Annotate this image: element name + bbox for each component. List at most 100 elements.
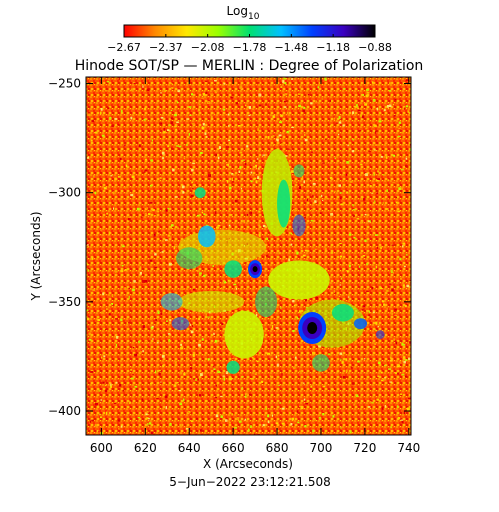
noise-speckle [311,151,313,154]
noise-speckle [226,164,228,166]
noise-speckle [375,179,379,182]
noise-speckle [380,371,383,374]
noise-speckle [395,341,398,345]
noise-speckle [342,375,346,379]
noise-speckle [407,110,409,114]
noise-speckle [147,422,149,426]
colorbar-tick-label: −1.48 [274,41,308,54]
noise-speckle [353,106,357,108]
noise-speckle [394,119,397,121]
noise-speckle [362,255,366,257]
x-axis: 600 620 640 660 680 700 720 740 [90,77,420,455]
noise-speckle [250,180,253,183]
noise-speckle [258,82,260,84]
noise-speckle [170,121,174,125]
noise-speckle [111,125,114,127]
noise-speckle [383,303,385,306]
noise-speckle [352,209,356,211]
noise-speckle [228,224,231,227]
noise-speckle [279,402,281,404]
noise-speckle [286,130,289,134]
noise-speckle [362,93,364,97]
noise-speckle [405,359,408,361]
noise-speckle [133,82,136,84]
noise-speckle [190,330,194,334]
polarization-network-patch [178,290,245,313]
noise-speckle [362,305,366,308]
noise-speckle [329,176,333,180]
noise-speckle [278,134,282,137]
noise-speckle [292,329,295,333]
noise-speckle [312,195,314,198]
noise-speckle [231,177,233,181]
noise-speckle [333,117,336,120]
noise-speckle [182,185,185,189]
noise-speckle [100,107,103,111]
noise-speckle [391,288,394,292]
noise-speckle [149,184,153,187]
noise-speckle [150,326,154,329]
noise-speckle [142,350,144,353]
noise-speckle [381,406,384,410]
noise-speckle [366,290,369,292]
noise-speckle [104,389,107,393]
noise-speckle [364,239,367,242]
noise-speckle [343,87,346,90]
noise-speckle [339,255,343,258]
noise-speckle [180,347,183,350]
noise-speckle [110,383,112,386]
noise-speckle [297,421,300,424]
noise-speckle [374,234,378,236]
noise-speckle [101,134,105,137]
noise-speckle [355,104,358,107]
noise-speckle [241,386,243,389]
noise-speckle [87,113,91,117]
noise-speckle [378,120,382,123]
noise-speckle [147,126,150,129]
noise-speckle [214,153,218,157]
noise-speckle [260,380,264,384]
noise-speckle [132,373,134,375]
noise-speckle [124,269,127,271]
noise-speckle [400,419,404,421]
noise-speckle [288,148,291,150]
noise-speckle [233,283,237,286]
noise-speckle [121,265,124,267]
noise-speckle [376,192,379,195]
noise-speckle [102,381,105,384]
noise-speckle [166,320,168,322]
noise-speckle [325,138,327,140]
noise-speckle [122,244,125,246]
noise-speckle [278,384,280,386]
noise-speckle [371,287,374,290]
noise-speckle [284,93,288,96]
noise-speckle [88,339,92,341]
noise-speckle [292,299,295,303]
noise-speckle [404,375,407,378]
noise-speckle [360,221,364,224]
noise-speckle [96,268,98,270]
noise-speckle [299,86,301,89]
noise-speckle [402,242,406,245]
noise-speckle [259,234,261,237]
noise-speckle [280,114,283,117]
noise-speckle [87,244,89,246]
noise-speckle [304,119,306,123]
noise-speckle [404,107,406,110]
noise-speckle [364,214,367,216]
polarization-network-patch [176,247,203,270]
noise-speckle [267,136,270,139]
noise-speckle [311,209,313,211]
noise-speckle [342,268,344,271]
noise-speckle [390,426,392,429]
noise-speckle [326,197,329,200]
noise-speckle [265,103,267,106]
noise-speckle [120,270,124,273]
noise-speckle [398,127,401,130]
noise-speckle [115,318,119,320]
noise-speckle [266,237,269,240]
noise-speckle [109,116,112,120]
noise-speckle [161,151,165,155]
noise-speckle [351,382,355,385]
noise-speckle [393,271,395,274]
